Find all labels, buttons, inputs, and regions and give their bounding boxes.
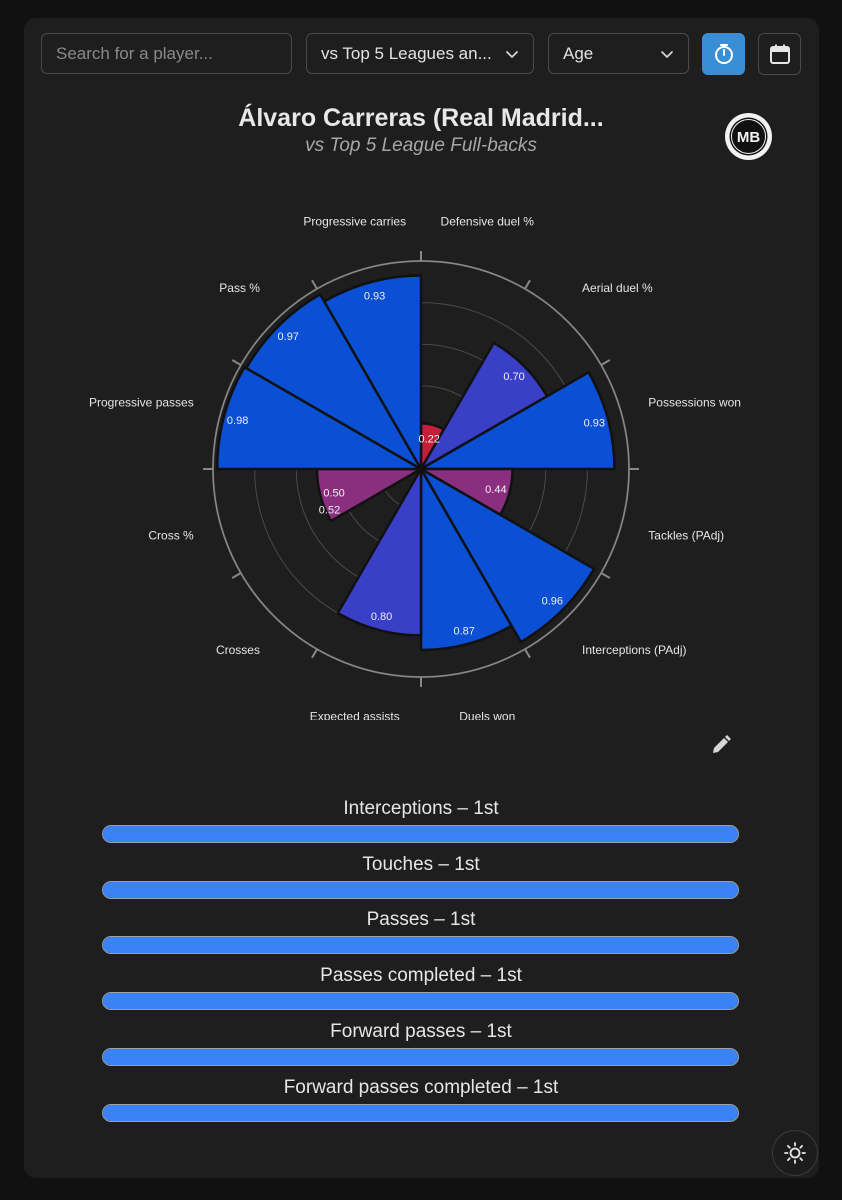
rank-bar-fill	[103, 881, 738, 898]
rank-bar	[102, 825, 739, 843]
rank-bar	[102, 880, 739, 899]
value-label: 0.80	[371, 611, 392, 623]
radar-bar	[416, 370, 616, 471]
pencil-icon[interactable]	[710, 734, 732, 756]
radar-spoke	[524, 648, 531, 659]
value-label: 0.93	[584, 418, 605, 430]
category-label: Expected assists	[310, 709, 400, 720]
rank-bar	[102, 1103, 739, 1122]
comparison-select-value: vs Top 5 Leagues an...	[321, 43, 492, 63]
value-label: 0.93	[364, 291, 385, 303]
radar-bar	[322, 274, 423, 474]
value-label: 0.98	[227, 415, 248, 427]
rank-label: Interceptions – 1st	[343, 798, 499, 819]
radar-spoke	[311, 279, 318, 290]
category-label: Aerial duel %	[582, 281, 653, 295]
value-label: 0.52	[319, 505, 340, 517]
comparison-subtitle: vs Top 5 League Full-backs	[305, 135, 537, 156]
radar-bar	[417, 465, 596, 644]
rank-bar-fill	[103, 937, 738, 954]
age-select-value: Age	[563, 43, 594, 63]
value-label: 0.44	[485, 484, 506, 496]
sun-icon	[784, 1142, 806, 1164]
radar-spoke	[600, 572, 611, 579]
rank-label: Forward passes – 1st	[330, 1020, 512, 1042]
rank-bar	[102, 992, 739, 1011]
category-label: Interceptions (PAdj)	[582, 643, 687, 657]
rank-bar	[102, 936, 739, 955]
radar-spoke	[231, 359, 242, 366]
category-label: Duels won	[459, 709, 515, 720]
comparison-select[interactable]: vs Top 5 Leagues an...	[306, 33, 534, 74]
theme-toggle-button[interactable]	[772, 1130, 818, 1176]
radar-spoke	[311, 648, 318, 659]
category-label: Possessions won	[648, 396, 741, 410]
logo-text: MB	[737, 129, 760, 146]
player-search-input[interactable]	[41, 33, 292, 74]
rank-bar-fill	[103, 826, 738, 842]
category-label: Progressive passes	[89, 396, 194, 410]
radar-bar	[215, 365, 426, 471]
chevron-down-icon	[506, 50, 518, 58]
category-label: Pass %	[219, 281, 260, 295]
rank-bar-fill	[103, 993, 738, 1010]
stopwatch-icon	[714, 44, 733, 64]
radar-spoke	[231, 572, 242, 579]
category-label: Defensive duel %	[441, 215, 535, 229]
rank-bar-fill	[103, 1048, 738, 1065]
player-title: Álvaro Carreras (Real Madrid...	[238, 104, 604, 132]
radar-bar	[336, 464, 423, 637]
category-label: Progressive carries	[303, 215, 406, 229]
value-label: 0.96	[542, 595, 563, 607]
rank-bar	[102, 1047, 739, 1066]
radar-bar	[419, 464, 514, 652]
chevron-down-icon	[661, 50, 673, 58]
value-label: 0.97	[278, 331, 299, 343]
calendar-icon	[769, 44, 790, 64]
value-label: 0.70	[503, 371, 524, 383]
rank-label: Passes completed – 1st	[320, 965, 522, 987]
rank-bar-fill	[103, 1104, 738, 1121]
brand-logo: MB	[725, 113, 772, 160]
radar-spoke	[524, 279, 531, 290]
calendar-button[interactable]	[758, 33, 801, 75]
age-select[interactable]: Age	[548, 33, 689, 74]
category-label: Cross %	[148, 528, 194, 542]
rank-label: Touches – 1st	[362, 853, 480, 875]
radar-bar	[244, 292, 425, 473]
rank-label: Passes – 1st	[366, 909, 476, 931]
rank-label: Forward passes completed – 1st	[283, 1076, 559, 1098]
radar-chart: Defensive duel % 0.22 Aerial duel % 0.70 Pos…	[89, 215, 741, 720]
timer-button[interactable]	[702, 33, 745, 75]
radar-spoke	[600, 359, 611, 366]
category-label: Tackles (PAdj)	[648, 528, 724, 542]
category-label: Crosses	[216, 643, 260, 657]
value-label: 0.50	[323, 487, 344, 499]
value-label: 0.22	[419, 433, 440, 445]
value-label: 0.87	[454, 625, 475, 637]
